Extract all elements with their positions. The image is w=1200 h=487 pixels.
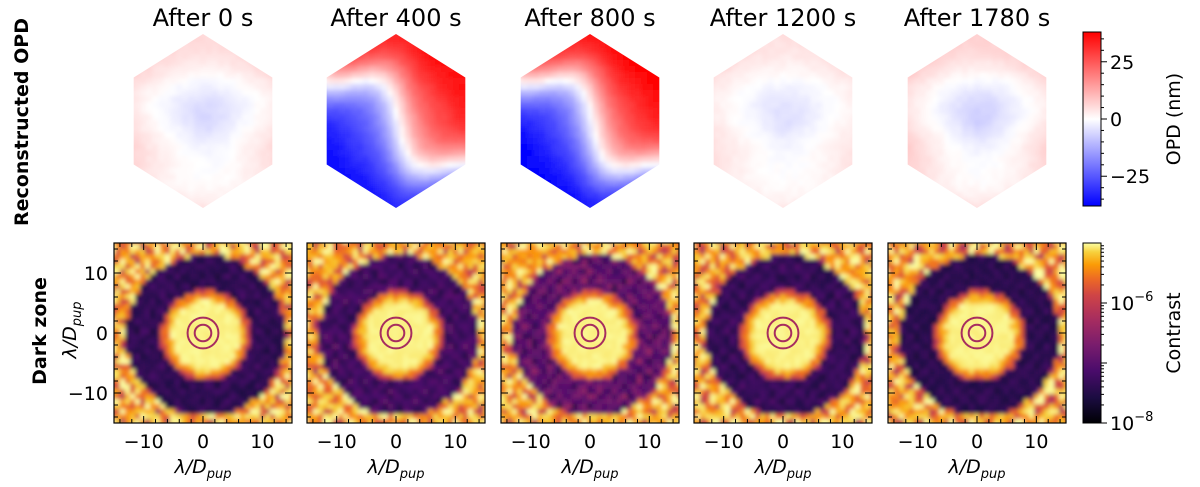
x-tick-label: −10 (511, 431, 551, 453)
x-tick-label: 10 (637, 431, 661, 453)
ylabel-main: λ/D (59, 326, 81, 359)
x-tick-label: −10 (124, 431, 164, 453)
psf-ring (766, 316, 800, 350)
x-tick-label: 10 (250, 431, 274, 453)
y-tick-label: 0 (96, 323, 108, 345)
panel-title-0: After 0 s (153, 4, 254, 32)
xlabel-main: λ/D (173, 456, 206, 478)
contrast-cb-tick-label: 10−6 (1110, 290, 1153, 315)
xlabel-main: λ/D (560, 456, 593, 478)
panel-title-4: After 1780 s (904, 4, 1050, 32)
x-tick-label: 0 (197, 431, 209, 453)
x-tick-label: 0 (777, 431, 789, 453)
opd-map-0 (133, 34, 273, 208)
contrast-colorbar-ticks: 10−6 10−8 (1101, 245, 1153, 435)
psf-ring (573, 316, 607, 350)
opd-map-2 (520, 34, 660, 208)
x-tick-label: 0 (584, 431, 596, 453)
xlabel-sub: pup (786, 467, 812, 482)
x-axis-label-1: λ/Dpup (366, 456, 424, 482)
x-tick-label: −10 (317, 431, 357, 453)
xlabel-main: λ/D (753, 456, 786, 478)
dark-zone-xlabels: λ/Dpup λ/Dpup λ/Dpup λ/Dpup λ/Dpup (173, 456, 1005, 482)
xlabel-sub: pup (980, 467, 1006, 482)
ylabel-sub: pup (70, 301, 85, 327)
row-label-dark-zone: Dark zone (29, 277, 51, 385)
opd-panels (133, 34, 1047, 208)
opd-colorbar: 25 0 −25 OPD (nm) (1082, 31, 1185, 207)
dark-zone-map-4 (888, 243, 1066, 423)
psf-ring (186, 316, 220, 350)
contrast-colorbar: 10−6 10−8 Contrast (1082, 242, 1185, 435)
psf-ring (967, 323, 987, 343)
xlabel-main: λ/D (947, 456, 980, 478)
dark-zone-map-0 (114, 243, 292, 423)
x-tick-label: 0 (390, 431, 402, 453)
x-tick-label: 10 (830, 431, 854, 453)
dark-zone-panels: −10 0 10 10 0 −10 −10 0 10 −10 0 10 −10 0 10 −10 0 10 (68, 242, 1067, 453)
xlabel-sub: pup (206, 467, 232, 482)
x-tick-label: −10 (898, 431, 938, 453)
x-tick-label: 10 (443, 431, 467, 453)
opd-cb-tick-label: −25 (1110, 166, 1150, 188)
psf-ring (580, 323, 600, 343)
y-tick-label: −10 (68, 383, 108, 405)
psf-ring (193, 323, 213, 343)
psf-ring (960, 316, 994, 350)
xlabel-sub: pup (399, 467, 425, 482)
contrast-colorbar-label: Contrast (1163, 292, 1185, 373)
dark-zone-map-1 (307, 243, 485, 423)
opd-colorbar-gradient (1082, 31, 1102, 207)
opd-map-1 (326, 34, 466, 208)
x-axis-label-4: λ/Dpup (947, 456, 1005, 482)
opd-map-3 (713, 34, 853, 208)
panel-title-1: After 400 s (330, 4, 461, 32)
psf-ring (386, 323, 406, 343)
opd-cb-tick-label: 0 (1110, 109, 1122, 131)
dark-zone-map-2 (501, 243, 679, 423)
contrast-colorbar-gradient (1082, 242, 1102, 424)
x-tick-label: 10 (1024, 431, 1048, 453)
opd-map-4 (907, 34, 1047, 208)
x-axis-label-2: λ/Dpup (560, 456, 618, 482)
opd-colorbar-label: OPD (nm) (1163, 73, 1185, 165)
xlabel-main: λ/D (366, 456, 399, 478)
dark-zone-ylabel: λ/Dpup (59, 301, 85, 359)
psf-ring (773, 323, 793, 343)
contrast-cb-tick-label: 10−8 (1110, 410, 1153, 435)
y-tick-label: 10 (84, 263, 108, 285)
panel-titles: After 0 s After 400 s After 800 s After 120… (153, 4, 1051, 32)
x-axis-label-3: λ/Dpup (753, 456, 811, 482)
dark-zone-map-3 (694, 243, 872, 423)
x-tick-label: 0 (971, 431, 983, 453)
psf-ring (379, 316, 413, 350)
panel-title-2: After 800 s (524, 4, 655, 32)
opd-colorbar-ticks: 25 0 −25 (1101, 38, 1150, 200)
panel-title-3: After 1200 s (710, 4, 856, 32)
row-label-opd: Reconstructed OPD (11, 18, 33, 226)
x-tick-label: −10 (704, 431, 744, 453)
opd-cb-tick-label: 25 (1110, 52, 1134, 74)
x-axis-label-0: λ/Dpup (173, 456, 231, 482)
xlabel-sub: pup (593, 467, 619, 482)
